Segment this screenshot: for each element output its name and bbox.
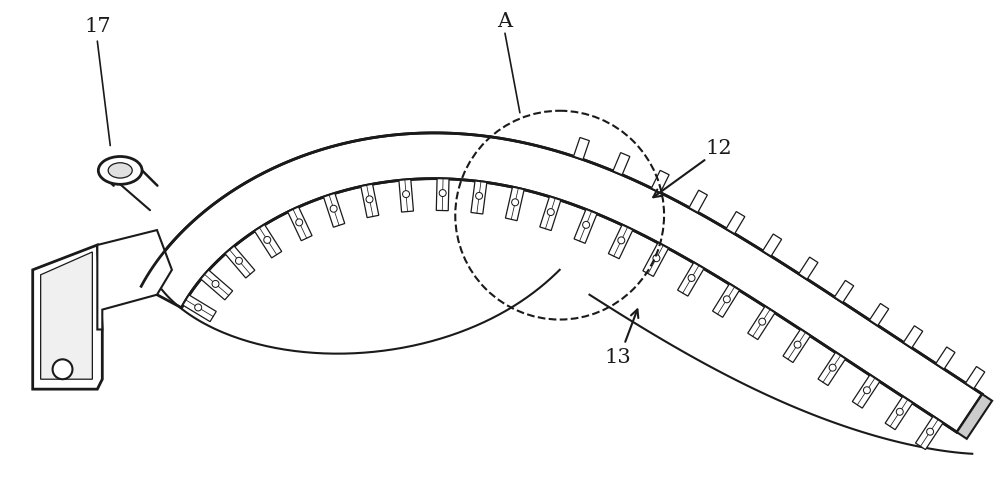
Circle shape: [212, 281, 219, 287]
Polygon shape: [399, 179, 413, 212]
Polygon shape: [818, 353, 845, 385]
Circle shape: [330, 205, 337, 212]
Ellipse shape: [98, 156, 142, 185]
Text: A: A: [497, 12, 513, 31]
Polygon shape: [255, 225, 282, 258]
Polygon shape: [436, 179, 449, 211]
Polygon shape: [643, 243, 668, 276]
Polygon shape: [799, 257, 818, 279]
Polygon shape: [505, 187, 524, 221]
Text: 17: 17: [84, 17, 111, 36]
Circle shape: [547, 209, 554, 215]
Polygon shape: [97, 230, 172, 329]
Circle shape: [618, 237, 625, 244]
Polygon shape: [41, 252, 92, 379]
Polygon shape: [201, 270, 233, 300]
Polygon shape: [471, 181, 487, 214]
Text: 13: 13: [604, 348, 631, 367]
Polygon shape: [783, 329, 810, 363]
Polygon shape: [957, 394, 992, 439]
Polygon shape: [540, 197, 561, 230]
Polygon shape: [852, 375, 880, 408]
Polygon shape: [288, 207, 312, 241]
Circle shape: [794, 341, 801, 348]
Polygon shape: [713, 284, 739, 317]
Polygon shape: [651, 170, 669, 193]
Polygon shape: [361, 184, 379, 218]
Polygon shape: [225, 246, 255, 278]
Circle shape: [759, 318, 766, 325]
Polygon shape: [834, 281, 854, 302]
Ellipse shape: [108, 163, 132, 178]
Polygon shape: [726, 212, 745, 234]
Circle shape: [688, 274, 695, 282]
Polygon shape: [689, 190, 707, 213]
Circle shape: [653, 255, 660, 262]
Polygon shape: [183, 295, 216, 322]
Circle shape: [512, 199, 519, 206]
Circle shape: [439, 189, 446, 197]
Polygon shape: [324, 193, 345, 227]
Circle shape: [583, 221, 590, 228]
Polygon shape: [916, 416, 943, 450]
Polygon shape: [678, 263, 704, 296]
Circle shape: [296, 219, 303, 226]
Polygon shape: [574, 138, 589, 159]
Circle shape: [927, 428, 934, 435]
Circle shape: [235, 257, 242, 264]
Polygon shape: [574, 209, 597, 243]
Polygon shape: [613, 153, 630, 175]
Circle shape: [195, 304, 202, 311]
Circle shape: [403, 191, 410, 198]
Circle shape: [896, 408, 903, 415]
Polygon shape: [936, 347, 955, 369]
Polygon shape: [966, 367, 985, 389]
Polygon shape: [870, 303, 889, 326]
Circle shape: [366, 196, 373, 203]
Circle shape: [723, 296, 730, 303]
Polygon shape: [903, 326, 923, 348]
Text: 12: 12: [705, 139, 732, 158]
Circle shape: [863, 387, 870, 394]
Circle shape: [476, 192, 483, 199]
Circle shape: [264, 237, 271, 243]
Circle shape: [829, 364, 836, 371]
Polygon shape: [33, 245, 102, 389]
Polygon shape: [608, 225, 633, 259]
Polygon shape: [141, 133, 982, 432]
Polygon shape: [885, 397, 913, 430]
Circle shape: [53, 359, 72, 379]
Polygon shape: [748, 306, 775, 340]
Polygon shape: [763, 234, 782, 256]
